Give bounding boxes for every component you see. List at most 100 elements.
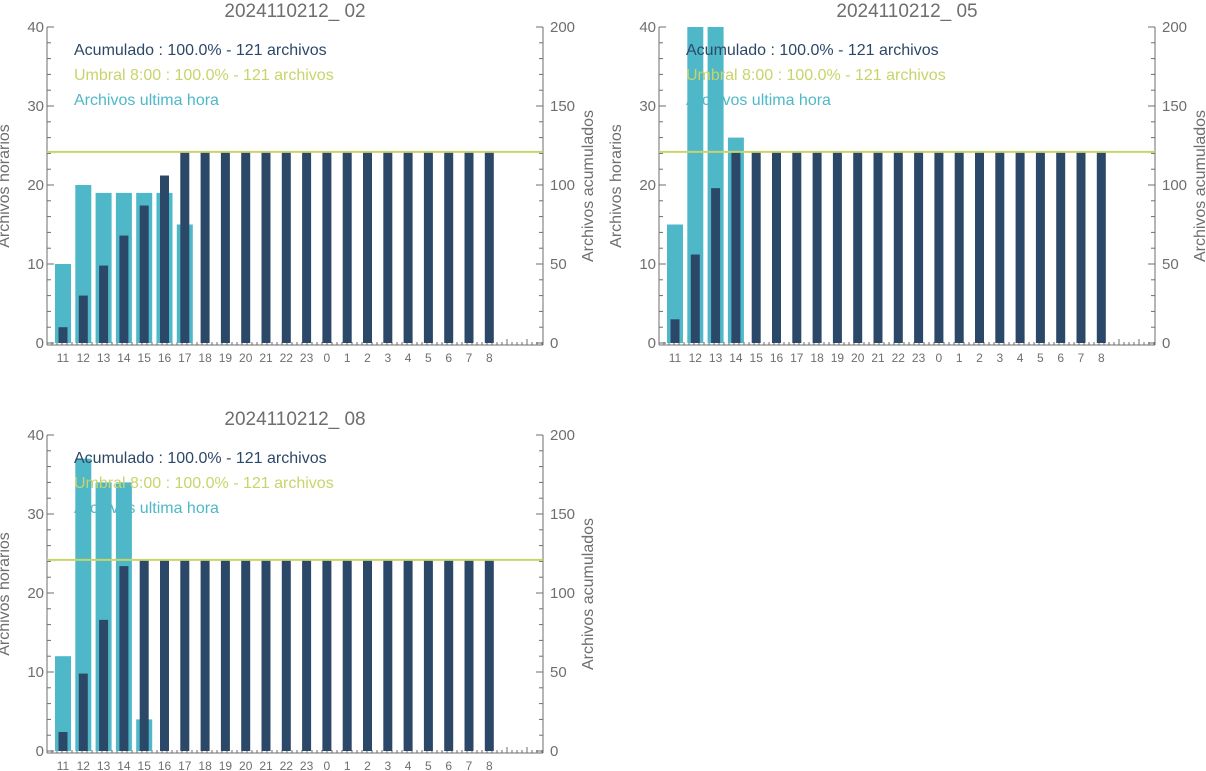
cumulative-bar (444, 151, 454, 343)
x-tick-label: 2 (364, 759, 371, 771)
x-tick-label: 6 (1057, 351, 1064, 365)
cumulative-bar (1076, 151, 1086, 343)
cumulative-bar (99, 265, 109, 343)
x-tick-label: 13 (97, 759, 111, 771)
x-tick-label: 16 (158, 759, 172, 771)
cumulative-bar (423, 559, 433, 751)
x-tick-label: 15 (750, 351, 764, 365)
x-tick-label: 16 (770, 351, 784, 365)
cumulative-bar (853, 151, 863, 343)
x-tick-label: 0 (324, 759, 331, 771)
x-tick-label: 18 (810, 351, 824, 365)
cumulative-bar (772, 151, 781, 343)
x-tick-label: 11 (669, 351, 682, 365)
chart-title: 2024110212_ 08 (224, 409, 365, 430)
x-tick-label: 15 (138, 759, 152, 771)
y-tick-label: 40 (27, 19, 44, 36)
cumulative-bar (180, 151, 190, 343)
cumulative-bar (484, 559, 494, 751)
cumulative-bar (78, 295, 88, 343)
legend-cumulative: Acumulado : 100.0% - 121 archivos (74, 450, 327, 467)
legend-threshold: Umbral 8:00 : 100.0% - 121 archivos (74, 475, 334, 492)
y-tick-label: 10 (27, 664, 44, 681)
x-tick-label: 13 (709, 351, 723, 365)
x-tick-label: 14 (729, 351, 743, 365)
x-tick-label: 23 (300, 351, 314, 365)
cumulative-bar (403, 559, 413, 751)
cumulative-bar (954, 151, 964, 343)
y2-tick-label: 50 (1162, 256, 1179, 273)
cumulative-bar (363, 151, 372, 343)
cumulative-bar (78, 673, 88, 751)
x-tick-label: 22 (280, 351, 294, 365)
cumulative-bar (281, 559, 291, 751)
x-tick-label: 8 (486, 351, 493, 365)
cumulative-bar (200, 559, 210, 751)
y-tick-label: 0 (36, 743, 44, 760)
x-tick-label: 6 (445, 351, 452, 365)
cumulative-bar (160, 175, 169, 343)
x-tick-label: 19 (219, 351, 233, 365)
legend-hourly: Archivos ultima hora (686, 92, 831, 109)
x-tick-label: 17 (178, 759, 192, 771)
y-tick-label: 40 (27, 427, 44, 444)
cumulative-bar (220, 151, 230, 343)
legend-threshold: Umbral 8:00 : 100.0% - 121 archivos (74, 67, 334, 84)
x-tick-label: 14 (117, 759, 131, 771)
legend-hourly: Archivos ultima hora (74, 500, 219, 517)
x-tick-label: 12 (77, 351, 91, 365)
x-tick-label: 5 (425, 759, 432, 771)
x-tick-label: 16 (158, 351, 172, 365)
cumulative-bar (322, 559, 332, 751)
cumulative-bar (180, 559, 190, 751)
y2-tick-label: 0 (550, 335, 558, 352)
y2-axis-label: Archivos acumulados (580, 518, 597, 670)
x-tick-label: 12 (689, 351, 703, 365)
x-tick-label: 7 (1078, 351, 1085, 365)
x-tick-label: 2 (976, 351, 983, 365)
x-tick-label: 23 (912, 351, 926, 365)
cumulative-bar (302, 151, 312, 343)
cumulative-bar (302, 559, 312, 751)
x-tick-label: 17 (790, 351, 804, 365)
chart-title: 2024110212_ 05 (836, 1, 977, 22)
y-tick-label: 0 (648, 335, 656, 352)
x-tick-label: 4 (405, 759, 412, 771)
cumulative-bar (934, 151, 944, 343)
x-tick-label: 3 (384, 351, 391, 365)
y-tick-label: 30 (639, 98, 656, 115)
x-tick-label: 8 (486, 759, 493, 771)
chart-title: 2024110212_ 02 (224, 1, 365, 22)
cumulative-bar (423, 151, 433, 343)
y-tick-label: 20 (27, 585, 44, 602)
y-tick-label: 40 (639, 19, 656, 36)
y-tick-label: 30 (27, 506, 44, 523)
cumulative-bar (281, 151, 291, 343)
x-tick-label: 3 (996, 351, 1003, 365)
cumulative-bar (261, 151, 271, 343)
cumulative-bar (711, 188, 721, 343)
y2-tick-label: 150 (550, 506, 575, 523)
cumulative-bar (342, 151, 352, 343)
y2-tick-label: 100 (550, 585, 575, 602)
y2-tick-label: 100 (550, 177, 575, 194)
y-axis-label: Archivos horarios (608, 124, 625, 248)
y2-tick-label: 150 (1162, 98, 1187, 115)
x-tick-label: 18 (198, 351, 212, 365)
cumulative-bar (464, 151, 474, 343)
x-tick-label: 11 (57, 759, 70, 771)
cumulative-bar (200, 151, 210, 343)
cumulative-bar (139, 559, 149, 751)
x-tick-label: 20 (239, 351, 253, 365)
y-tick-label: 20 (27, 177, 44, 194)
x-tick-label: 14 (117, 351, 131, 365)
cumulative-bar (119, 566, 129, 751)
cumulative-bar (1035, 151, 1045, 343)
cumulative-bar (322, 151, 332, 343)
cumulative-bar (832, 151, 842, 343)
cumulative-bar (670, 319, 680, 343)
legend-hourly: Archivos ultima hora (74, 92, 219, 109)
x-tick-label: 21 (871, 351, 885, 365)
cumulative-bar (444, 559, 454, 751)
